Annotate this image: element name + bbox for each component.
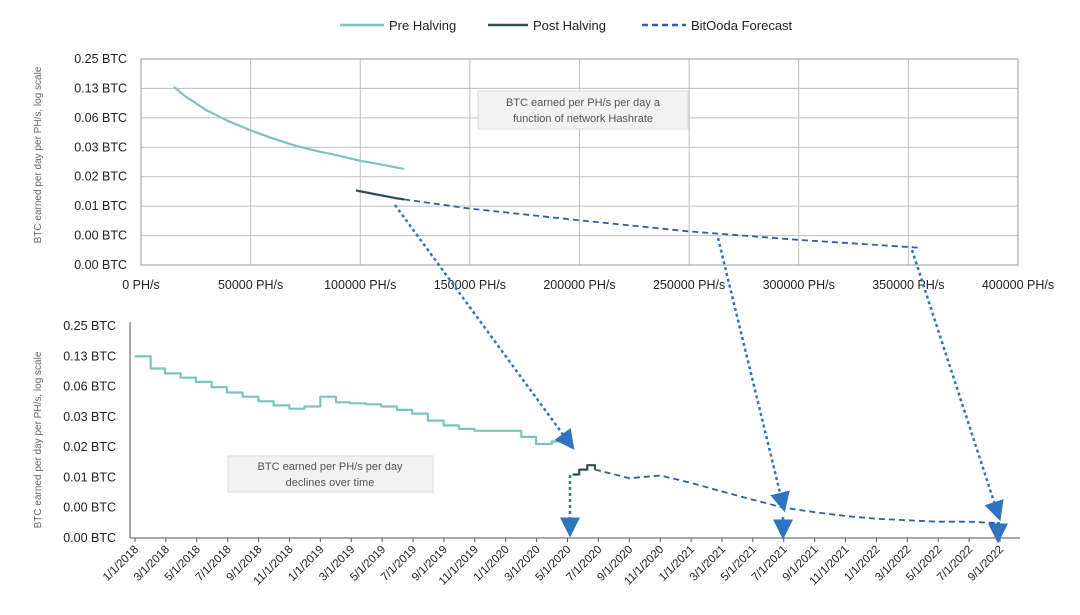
connector-arrow xyxy=(910,249,1004,522)
y-tick-label: 0.02 BTC xyxy=(74,170,127,184)
x-tick-label: 400000 PH/s xyxy=(982,278,1054,292)
y-tick-label: 0.00 BTC xyxy=(74,258,127,272)
x-tick-label: 250000 PH/s xyxy=(653,278,725,292)
y-tick-label: 0.01 BTC xyxy=(74,199,127,213)
annotation-box xyxy=(227,455,434,493)
legend-label: BitOoda Forecast xyxy=(691,18,793,33)
y-tick-label: 0.03 BTC xyxy=(63,410,116,424)
y-tick-label: 0.01 BTC xyxy=(63,470,116,484)
annotation-box xyxy=(477,90,689,130)
y-tick-label: 0.00 BTC xyxy=(63,501,116,515)
x-tick-label: 200000 PH/s xyxy=(543,278,615,292)
x-tick-label: 300000 PH/s xyxy=(763,278,835,292)
series-line xyxy=(135,355,569,446)
connector-arrow xyxy=(716,237,790,513)
series-line xyxy=(594,468,1001,525)
legend-label: Pre Halving xyxy=(389,18,456,33)
series-line xyxy=(173,86,405,170)
y-tick-label: 0.03 BTC xyxy=(74,140,127,154)
y-tick-label: 0.13 BTC xyxy=(63,349,116,363)
y-axis-label: BTC earned per day per PH/s, log scale xyxy=(33,66,44,243)
y-tick-label: 0.06 BTC xyxy=(74,111,127,125)
plot-area-border xyxy=(140,58,1019,266)
y-tick-label: 0.00 BTC xyxy=(74,229,127,243)
y-tick-label: 0.02 BTC xyxy=(63,440,116,454)
y-tick-label: 0.13 BTC xyxy=(74,81,127,95)
annotation-text: BTC earned per PH/s per day xyxy=(258,461,403,473)
y-tick-label: 0.25 BTC xyxy=(63,319,116,333)
x-tick-label: 0 PH/s xyxy=(122,278,160,292)
annotation-text: function of network Hashrate xyxy=(513,113,653,125)
x-tick-label: 50000 PH/s xyxy=(218,278,283,292)
x-tick-label: 350000 PH/s xyxy=(872,278,944,292)
legend-label: Post Halving xyxy=(533,18,606,33)
series-line xyxy=(572,464,596,476)
annotation-text: BTC earned per PH/s per day a xyxy=(506,97,661,109)
y-tick-label: 0.25 BTC xyxy=(74,52,127,66)
y-tick-label: 0.00 BTC xyxy=(63,531,116,545)
series-line xyxy=(403,198,920,249)
series-line xyxy=(355,189,405,201)
y-tick-label: 0.06 BTC xyxy=(63,380,116,394)
annotation-text: declines over time xyxy=(286,477,375,489)
x-tick-label: 150000 PH/s xyxy=(434,278,506,292)
connector-arrow xyxy=(393,204,575,451)
y-axis-label: BTC earned per day per PH/s, log scale xyxy=(33,351,44,528)
x-tick-label: 100000 PH/s xyxy=(324,278,396,292)
